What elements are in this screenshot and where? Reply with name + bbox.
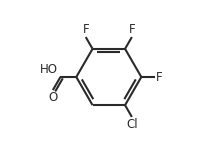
Text: F: F xyxy=(82,23,89,36)
Text: F: F xyxy=(156,71,163,83)
Text: HO: HO xyxy=(40,63,58,76)
Text: F: F xyxy=(129,23,135,36)
Text: O: O xyxy=(48,91,58,104)
Text: Cl: Cl xyxy=(126,118,138,131)
